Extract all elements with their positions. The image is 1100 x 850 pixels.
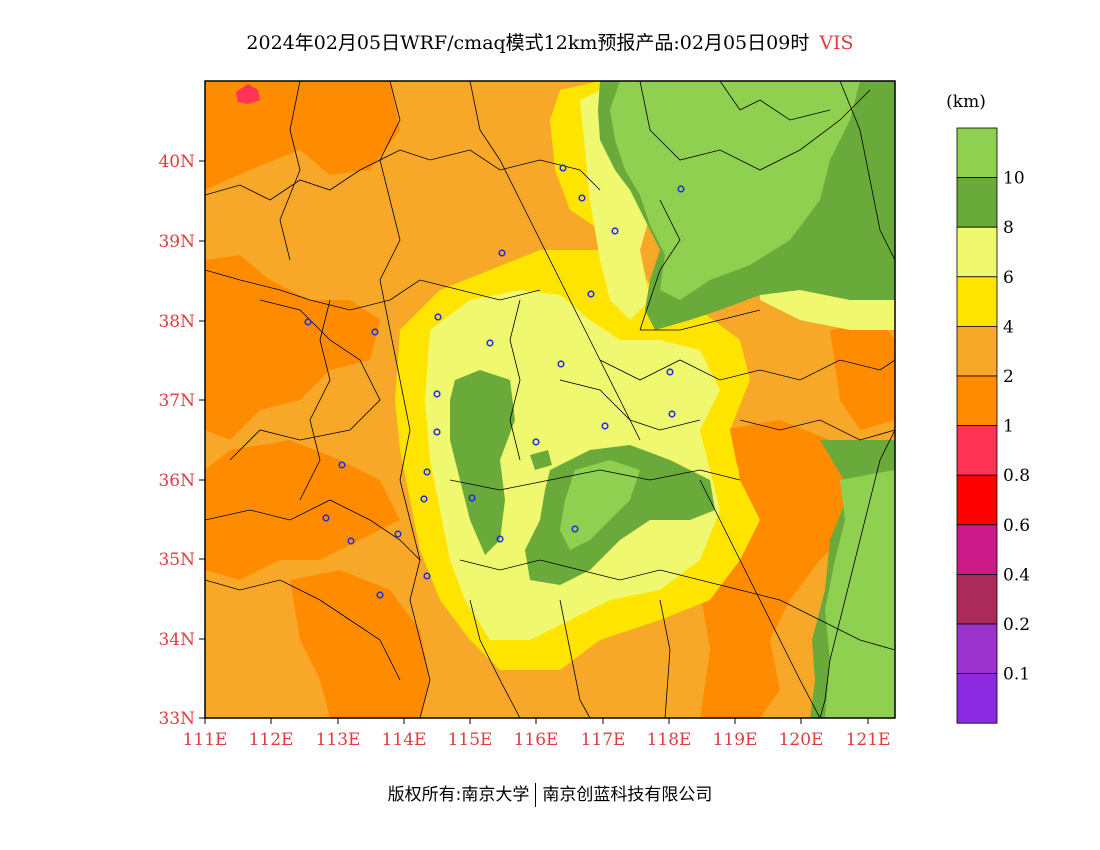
boundary-lines: [205, 81, 895, 718]
city-marker: [587, 290, 595, 298]
legend-swatch: [956, 673, 998, 724]
lon-label: 119E: [713, 730, 758, 750]
field-patch-1-2km: [290, 570, 430, 718]
lon-label: 111E: [183, 730, 228, 750]
field-patch-1-2km: [205, 440, 400, 580]
city-marker: [559, 164, 567, 172]
city-marker: [423, 468, 431, 476]
city-markers: [304, 164, 685, 599]
city-marker: [668, 410, 676, 418]
footer-left: 版权所有:南京大学: [387, 785, 530, 805]
legend-swatch: [956, 177, 998, 228]
lon-label: 120E: [779, 730, 824, 750]
legend-colorbar: [956, 127, 998, 724]
city-marker: [468, 494, 476, 502]
field-band-over-10km: [610, 81, 860, 300]
legend-level-label: 2: [1003, 367, 1014, 387]
city-marker: [322, 514, 330, 522]
lon-label: 117E: [581, 730, 626, 750]
city-marker: [578, 194, 586, 202]
lon-label: 114E: [382, 730, 427, 750]
footer-right: 南京创蓝科技有限公司: [542, 785, 713, 805]
legend-level-label: 10: [1003, 169, 1025, 189]
legend-swatch: [956, 276, 998, 327]
legend-swatch: [956, 524, 998, 575]
city-marker: [611, 227, 619, 235]
field-band-8-10km: [530, 450, 552, 470]
legend-level-label: 0.6: [1003, 516, 1030, 536]
field-band-over-10km: [825, 470, 895, 718]
field-band-8-10km: [450, 370, 515, 555]
city-marker: [433, 390, 441, 398]
city-marker: [338, 461, 346, 469]
city-marker: [304, 318, 312, 326]
lat-label: 37N: [158, 391, 195, 411]
city-marker: [433, 428, 441, 436]
legend-swatch: [956, 474, 998, 526]
city-marker: [420, 495, 428, 503]
lon-label: 121E: [846, 730, 891, 750]
legend-swatch: [956, 325, 998, 377]
city-marker: [486, 339, 494, 347]
city-marker: [677, 185, 685, 193]
title-variable: VIS: [819, 32, 854, 54]
lat-label: 33N: [158, 709, 195, 729]
legend-level-label: 0.8: [1003, 466, 1030, 486]
lon-label: 113E: [316, 730, 361, 750]
city-marker: [371, 328, 379, 336]
footer-separator: [535, 783, 537, 807]
legend-level-label: 0.4: [1003, 565, 1030, 585]
copyright-footer: 版权所有:南京大学 南京创蓝科技有限公司: [0, 780, 1100, 807]
city-marker: [571, 525, 579, 533]
city-marker: [376, 591, 384, 599]
legend-level-label: 4: [1003, 317, 1014, 337]
lon-label: 115E: [448, 730, 493, 750]
field-patch-1-2km: [205, 81, 400, 190]
field-patch-1-2km: [205, 255, 380, 440]
lat-label: 39N: [158, 232, 195, 252]
city-marker: [666, 368, 674, 376]
city-marker: [394, 530, 402, 538]
lat-axis-labels: 40N 39N 38N 37N 36N 35N 34N 33N: [158, 152, 195, 729]
lon-axis-labels: 111E 112E 113E 114E 115E 116E 117E 118E …: [183, 730, 891, 750]
legend-level-label: 6: [1003, 268, 1014, 288]
lat-label: 36N: [158, 471, 195, 491]
legend-unit: (km): [946, 92, 986, 112]
field-patch-1-2km: [830, 320, 895, 430]
legend-level-label: 0.2: [1003, 615, 1030, 635]
city-marker: [347, 537, 355, 545]
legend-swatch: [956, 226, 998, 278]
legend-level-label: 1: [1003, 417, 1014, 437]
lat-label: 35N: [158, 550, 195, 570]
lat-label: 40N: [158, 152, 195, 172]
legend-swatch: [956, 574, 998, 625]
legend-level-label: 0.1: [1003, 665, 1030, 685]
legend-swatch: [956, 425, 998, 476]
city-marker: [434, 313, 442, 321]
lat-label: 34N: [158, 630, 195, 650]
lon-label: 112E: [249, 730, 294, 750]
map-title: 2024年02月05日WRF/cmaq模式12km预报产品:02月05日09时 V…: [0, 28, 1100, 55]
legend-swatch: [956, 127, 998, 178]
legend-swatch: [956, 623, 998, 674]
city-marker: [532, 438, 540, 446]
city-marker: [557, 360, 565, 368]
lon-ticks: [204, 718, 869, 724]
lat-ticks: [199, 160, 205, 719]
lon-label: 118E: [647, 730, 692, 750]
legend-labels: 10 8 6 4 2 1 0.8 0.6 0.4 0.2 0.1: [1003, 169, 1030, 685]
city-marker: [423, 572, 431, 580]
city-marker: [601, 422, 609, 430]
lon-label: 116E: [514, 730, 559, 750]
city-marker: [498, 249, 506, 257]
legend-swatch: [956, 375, 998, 426]
legend-level-label: 8: [1003, 218, 1014, 238]
title-main: 2024年02月05日WRF/cmaq模式12km预报产品:02月05日09时: [246, 32, 810, 54]
lat-label: 38N: [158, 312, 195, 332]
city-marker: [496, 535, 504, 543]
field-spot-1km: [236, 84, 260, 104]
field-band-over-10km: [560, 460, 640, 550]
visibility-field: [205, 81, 895, 718]
